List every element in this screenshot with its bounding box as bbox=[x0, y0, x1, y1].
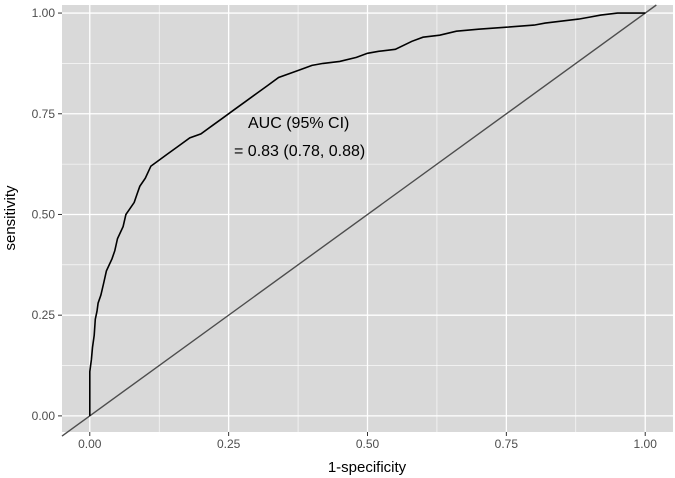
x-tick-label-3: 0.75 bbox=[495, 437, 519, 451]
grid-major bbox=[62, 5, 673, 432]
x-tick-label-0: 0.00 bbox=[78, 437, 102, 451]
y-tick-label-1: 0.25 bbox=[32, 308, 56, 322]
y-tick-label-0: 0.00 bbox=[32, 409, 56, 423]
x-tick-label-1: 0.25 bbox=[217, 437, 241, 451]
x-axis-ticks: 0.00 0.25 0.50 0.75 1.00 bbox=[78, 432, 657, 451]
x-axis-title: 1-specificity bbox=[328, 459, 407, 476]
auc-annotation-line-1: AUC (95% CI) bbox=[248, 115, 349, 132]
x-tick-label-4: 1.00 bbox=[634, 437, 658, 451]
reference-diagonal bbox=[61, 4, 657, 437]
roc-curve bbox=[89, 12, 646, 416]
y-tick-label-2: 0.50 bbox=[32, 207, 56, 221]
x-tick-label-2: 0.50 bbox=[356, 437, 380, 451]
y-axis-ticks: 0.00 0.25 0.50 0.75 1.00 bbox=[32, 6, 62, 423]
y-axis-title: sensitivity bbox=[2, 185, 19, 251]
auc-annotation-line-2: = 0.83 (0.78, 0.88) bbox=[234, 143, 365, 160]
y-tick-label-4: 1.00 bbox=[32, 6, 56, 20]
y-tick-label-3: 0.75 bbox=[32, 107, 56, 121]
